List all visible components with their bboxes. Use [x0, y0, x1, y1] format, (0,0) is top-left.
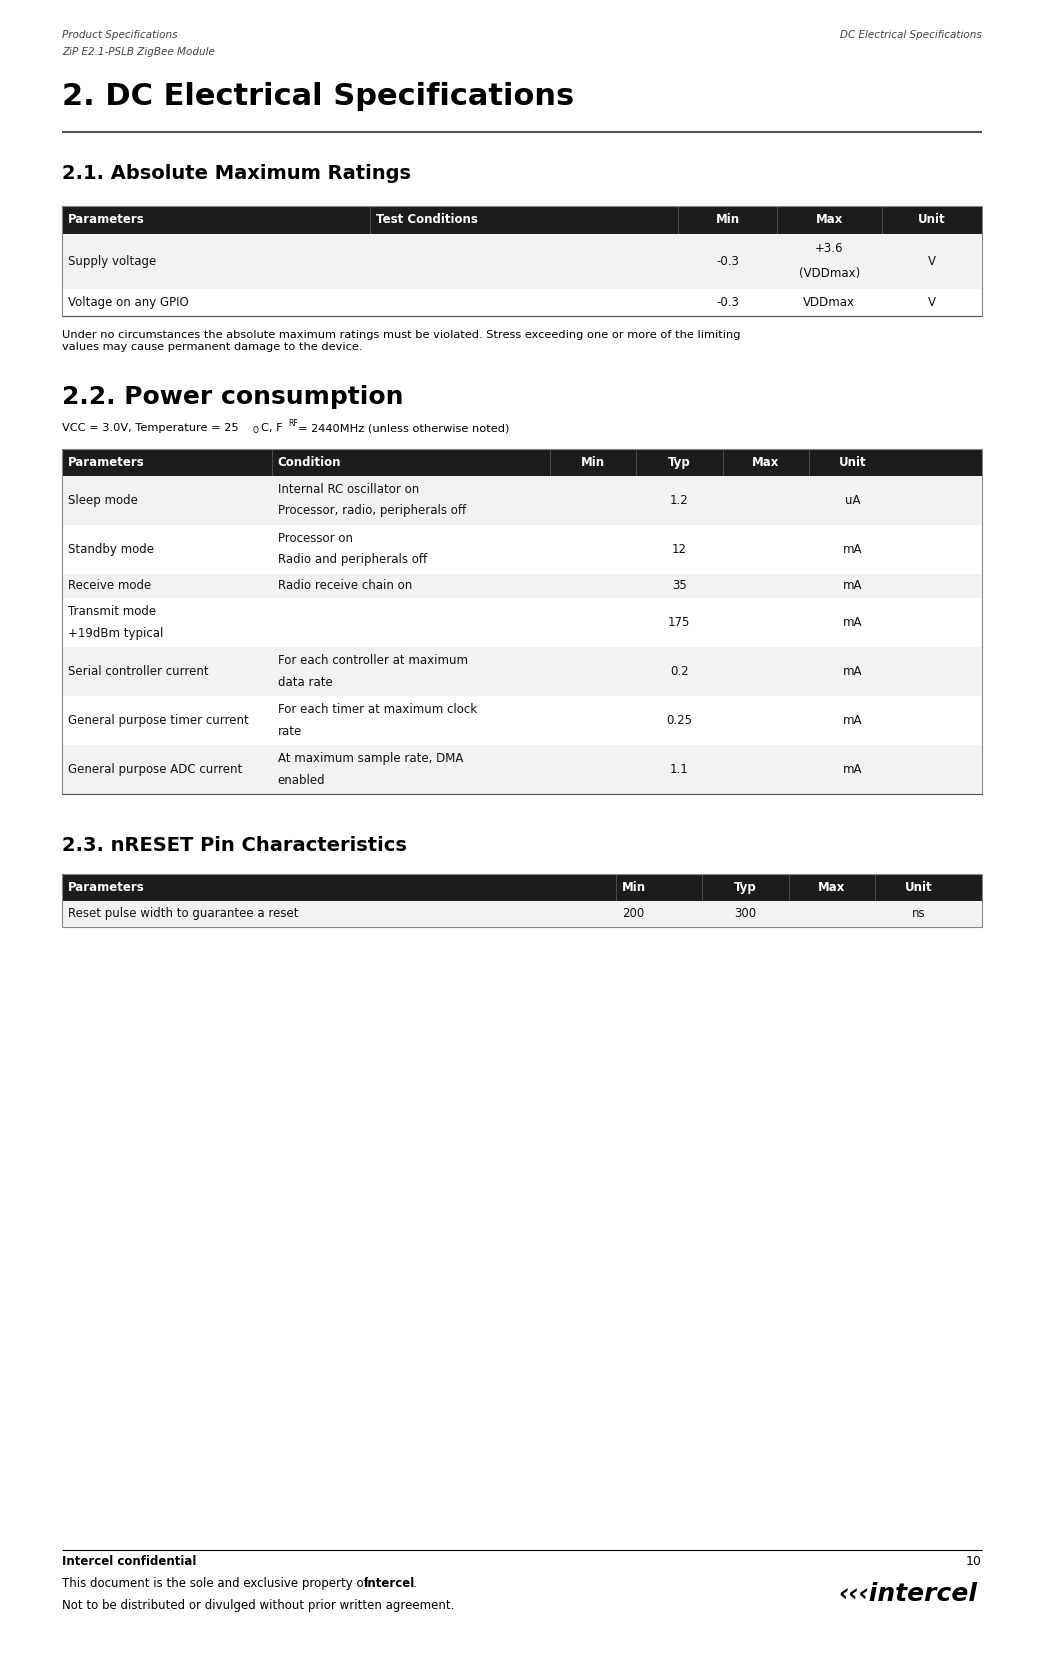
Text: Typ: Typ [668, 456, 691, 469]
Text: 2.3. nRESET Pin Characteristics: 2.3. nRESET Pin Characteristics [62, 837, 407, 855]
Bar [62, 476, 982, 524]
Text: Min: Min [715, 214, 740, 225]
Text: Processor on: Processor on [278, 531, 353, 544]
Bar [62, 449, 982, 476]
Text: Supply voltage: Supply voltage [68, 254, 157, 267]
Bar [62, 900, 982, 927]
Text: Unit: Unit [838, 456, 867, 469]
Text: Parameters: Parameters [68, 214, 145, 225]
Text: 0.25: 0.25 [666, 715, 692, 726]
Text: uA: uA [845, 494, 860, 506]
Bar [62, 598, 982, 646]
Text: data rate: data rate [278, 676, 332, 688]
Text: V: V [928, 254, 935, 267]
Text: Max: Max [815, 214, 843, 225]
Text: Unit: Unit [918, 214, 946, 225]
Text: Internal RC oscillator on: Internal RC oscillator on [278, 483, 419, 496]
Text: mA: mA [843, 665, 862, 678]
Text: Max: Max [752, 456, 780, 469]
Text: General purpose timer current: General purpose timer current [68, 715, 248, 726]
Text: ZiP E2.1-PSLB ZigBee Module: ZiP E2.1-PSLB ZigBee Module [62, 47, 215, 57]
Text: O: O [253, 426, 258, 434]
Text: Intercel: Intercel [363, 1576, 414, 1590]
Text: Parameters: Parameters [68, 456, 145, 469]
Text: 1.1: 1.1 [670, 763, 689, 777]
Text: V: V [928, 296, 935, 309]
Text: Transmit mode: Transmit mode [68, 605, 157, 618]
Text: Parameters: Parameters [68, 880, 145, 893]
Text: Under no circumstances the absolute maximum ratings must be violated. Stress exc: Under no circumstances the absolute maxi… [62, 331, 740, 352]
Text: RF: RF [288, 419, 299, 428]
Text: +19dBm typical: +19dBm typical [68, 626, 163, 640]
Text: Standby mode: Standby mode [68, 543, 155, 556]
Text: For each timer at maximum clock: For each timer at maximum clock [278, 703, 477, 716]
Text: ns: ns [911, 907, 925, 920]
Text: DC Electrical Specifications: DC Electrical Specifications [840, 30, 982, 40]
Text: .: . [413, 1576, 417, 1590]
Text: Serial controller current: Serial controller current [68, 665, 209, 678]
Bar [62, 573, 982, 598]
Text: Radio and peripherals off: Radio and peripherals off [278, 553, 427, 566]
Text: General purpose ADC current: General purpose ADC current [68, 763, 242, 777]
Text: C, F: C, F [261, 423, 283, 433]
Text: VDDmax: VDDmax [803, 296, 855, 309]
Text: Processor, radio, peripherals off: Processor, radio, peripherals off [278, 504, 466, 518]
Text: 2.1. Absolute Maximum Ratings: 2.1. Absolute Maximum Ratings [62, 164, 411, 184]
Text: Intercel confidential: Intercel confidential [62, 1555, 196, 1568]
Text: mA: mA [843, 715, 862, 726]
Text: Sleep mode: Sleep mode [68, 494, 138, 506]
Text: Voltage on any GPIO: Voltage on any GPIO [68, 296, 189, 309]
Text: (VDDmax): (VDDmax) [799, 267, 860, 279]
Text: At maximum sample rate, DMA: At maximum sample rate, DMA [278, 752, 464, 765]
Text: +3.6: +3.6 [815, 242, 844, 256]
Text: 200: 200 [622, 907, 644, 920]
Text: 12: 12 [672, 543, 687, 556]
Text: Test Conditions: Test Conditions [376, 214, 478, 225]
Text: Typ: Typ [734, 880, 757, 893]
Text: enabled: enabled [278, 773, 326, 787]
Bar [62, 205, 982, 234]
Text: -0.3: -0.3 [716, 254, 739, 267]
Text: Unit: Unit [905, 880, 932, 893]
Text: = 2440MHz (unless otherwise noted): = 2440MHz (unless otherwise noted) [298, 423, 509, 433]
Text: ‹‹‹intercel: ‹‹‹intercel [838, 1581, 977, 1607]
Text: Min: Min [580, 456, 604, 469]
Bar [62, 696, 982, 745]
Text: Receive mode: Receive mode [68, 579, 151, 593]
Text: 1.2: 1.2 [670, 494, 689, 506]
Text: mA: mA [843, 616, 862, 630]
Text: Max: Max [818, 880, 846, 893]
Text: mA: mA [843, 543, 862, 556]
Text: This document is the sole and exclusive property of: This document is the sole and exclusive … [62, 1576, 372, 1590]
Text: 2. DC Electrical Specifications: 2. DC Electrical Specifications [62, 82, 574, 110]
Bar [62, 289, 982, 316]
Bar [62, 745, 982, 793]
Text: 175: 175 [668, 616, 690, 630]
Text: rate: rate [278, 725, 302, 738]
Text: VCC = 3.0V, Temperature = 25: VCC = 3.0V, Temperature = 25 [62, 423, 239, 433]
Text: 300: 300 [735, 907, 757, 920]
Text: Radio receive chain on: Radio receive chain on [278, 579, 412, 593]
Text: For each controller at maximum: For each controller at maximum [278, 655, 468, 668]
Text: Not to be distributed or divulged without prior written agreement.: Not to be distributed or divulged withou… [62, 1598, 454, 1612]
Bar [62, 234, 982, 289]
Text: -0.3: -0.3 [716, 296, 739, 309]
Bar [62, 873, 982, 900]
Text: mA: mA [843, 763, 862, 777]
Bar [62, 646, 982, 696]
Text: 2.2. Power consumption: 2.2. Power consumption [62, 386, 403, 409]
Text: Min: Min [622, 880, 646, 893]
Text: mA: mA [843, 579, 862, 593]
Bar [62, 524, 982, 573]
Text: 0.2: 0.2 [670, 665, 689, 678]
Text: Condition: Condition [278, 456, 341, 469]
Text: 10: 10 [966, 1555, 982, 1568]
Text: 35: 35 [672, 579, 687, 593]
Text: Reset pulse width to guarantee a reset: Reset pulse width to guarantee a reset [68, 907, 299, 920]
Text: Product Specifications: Product Specifications [62, 30, 177, 40]
